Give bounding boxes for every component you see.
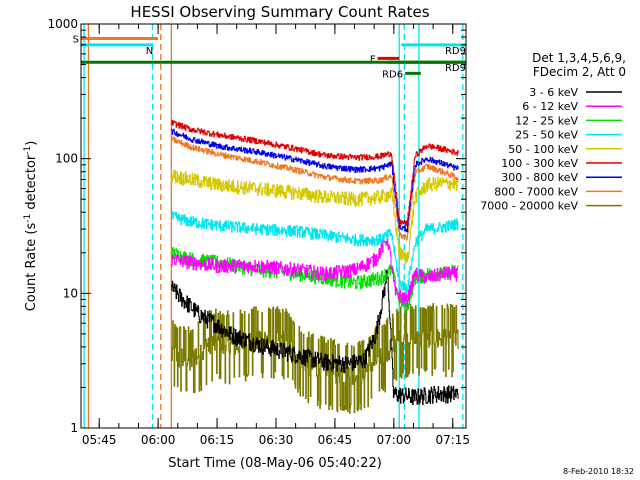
y-axis-ticks: 1 10 100 1000: [47, 17, 466, 435]
series-line-s0: [171, 269, 459, 406]
x-tick-label: 06:15: [200, 433, 235, 447]
x-tick-label: 06:30: [259, 433, 294, 447]
flag-label: RD6: [382, 69, 403, 80]
instrument-flags: S N RD9 F RD9 RD6: [73, 35, 466, 80]
x-tick-label: 05:45: [82, 433, 117, 447]
energy-band-series: [171, 120, 459, 414]
legend-label: 3 - 6 keV: [529, 86, 578, 99]
flag-label: S: [73, 35, 79, 46]
series-line-s4: [171, 170, 459, 265]
legend-label: 300 - 800 keV: [501, 171, 578, 184]
legend-label: 50 - 100 keV: [508, 143, 578, 156]
y-tick-label: 1000: [47, 17, 78, 31]
series-line-s2: [171, 247, 459, 313]
legend: Det 1,3,4,5,6,9, FDecim 2, Att 0 3 - 6 k…: [480, 51, 626, 213]
y-tick-label: 10: [63, 286, 78, 300]
series-line-s7: [171, 136, 459, 241]
x-tick-label: 07:15: [435, 433, 470, 447]
x-tick-label: 06:45: [318, 433, 353, 447]
flag-label: N: [146, 46, 153, 57]
x-axis-label: Start Time (08-May-06 05:40:22): [168, 456, 382, 471]
y-axis-label: Count Rate (s-1 detector-1): [23, 141, 39, 312]
generation-timestamp: 8-Feb-2010 18:32: [563, 467, 634, 476]
legend-label: 25 - 50 keV: [515, 129, 578, 142]
legend-label: 100 - 300 keV: [501, 157, 578, 170]
legend-header-line-2: FDecim 2, Att 0: [533, 65, 626, 79]
series-line-s1: [171, 230, 459, 308]
legend-header-line-1: Det 1,3,4,5,6,9,: [532, 51, 626, 65]
flag-label: RD9: [445, 63, 466, 74]
legend-label: 6 - 12 keV: [522, 100, 578, 113]
series-line-s5: [171, 120, 459, 226]
legend-label: 7000 - 20000 keV: [480, 200, 578, 213]
y-tick-label: 100: [55, 152, 78, 166]
x-tick-label: 06:00: [141, 433, 176, 447]
flag-label: F: [370, 54, 376, 65]
plot-frame: [80, 23, 467, 429]
plot-area: S N RD9 F RD9 RD6: [73, 24, 466, 428]
flag-label: RD9: [445, 46, 466, 57]
x-tick-label: 07:00: [377, 433, 412, 447]
chart-title: HESSI Observing Summary Count Rates: [130, 3, 429, 21]
y-tick-label: 1: [70, 421, 78, 435]
x-axis-ticks: 05:45 06:00 06:15 06:30 06:45 07:00 07:15: [82, 24, 470, 447]
series-line-s3: [171, 211, 459, 294]
legend-label: 800 - 7000 keV: [494, 185, 578, 198]
legend-label: 12 - 25 keV: [515, 114, 578, 127]
